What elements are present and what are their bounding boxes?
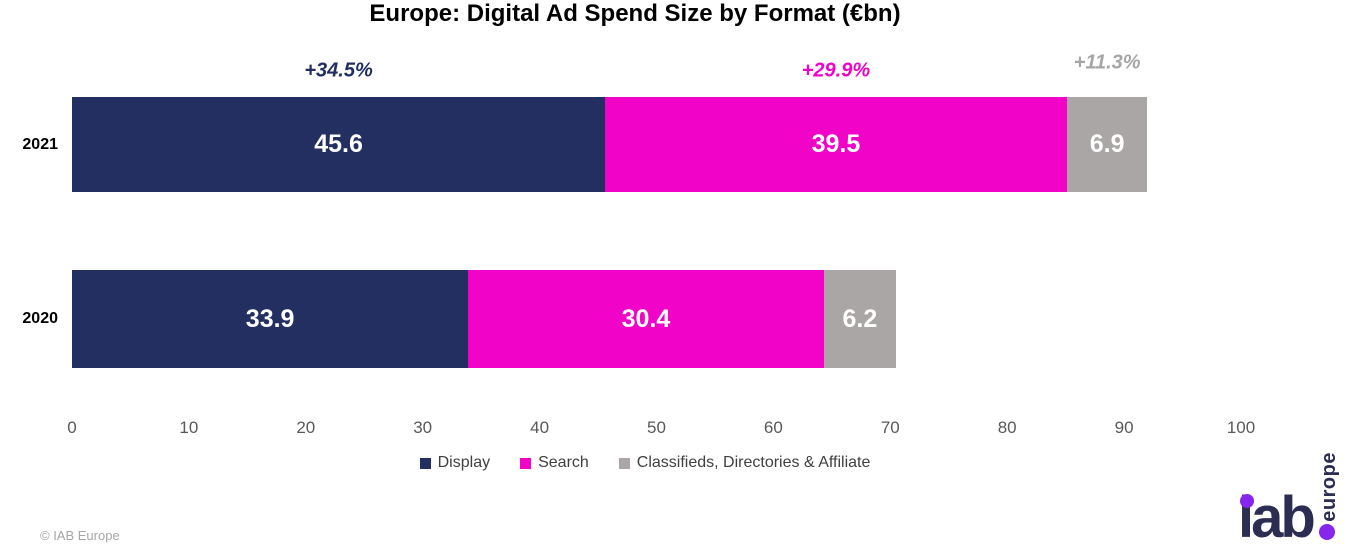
category-label: 2020 (22, 310, 58, 327)
copyright-text: © IAB Europe (40, 528, 120, 543)
legend-label: Search (538, 454, 589, 471)
legend-label: Classifieds, Directories & Affiliate (636, 454, 871, 471)
chart-title: Europe: Digital Ad Spend Size by Format … (369, 0, 901, 27)
axis-tick-label: 100 (1226, 418, 1256, 437)
bar-segment: 30.4 (468, 270, 824, 368)
bar-row: 45.6 39.5 6.9 (72, 97, 1148, 192)
legend-item: Search (520, 454, 589, 472)
legend: Display Search Classifieds, Directories & … (0, 452, 1290, 474)
legend-swatch (419, 457, 431, 469)
legend-item: Display (419, 454, 491, 472)
bar-segment: 6.2 (823, 270, 897, 368)
bar-segment: 45.6 (72, 97, 606, 192)
logo-i-dot-icon (1240, 494, 1254, 508)
growth-label: +11.3% (1073, 51, 1141, 74)
iab-europe-logo: iab europe (1238, 452, 1348, 550)
bar-value-label: 33.9 (245, 304, 295, 333)
axis-tick-label: 40 (530, 418, 550, 437)
growth-label: +34.5% (304, 59, 373, 82)
axis-tick-label: 30 (413, 418, 433, 437)
bar-segment: 33.9 (72, 270, 469, 368)
bar-segment: 6.9 (1066, 97, 1148, 192)
axis-tick-label: 90 (1114, 418, 1134, 437)
axis-tick-label: 60 (763, 418, 783, 437)
logo-region-text: europe (1318, 452, 1340, 522)
growth-label: +29.9% (801, 59, 871, 82)
bar-value-label: 39.5 (811, 130, 861, 158)
bar-segment: 39.5 (605, 97, 1067, 192)
bar-value-label: 6.2 (842, 304, 878, 333)
axis-tick-label: 10 (179, 418, 199, 437)
legend-item: Classifieds, Directories & Affiliate (618, 454, 871, 472)
axis-tick-label: 0 (67, 418, 77, 437)
bar-row: 33.9 30.4 6.2 (72, 270, 897, 368)
axis-tick-label: 20 (296, 418, 316, 437)
bar-value-label: 30.4 (621, 304, 671, 333)
category-label: 2021 (22, 135, 58, 153)
logo-period-dot-icon (1319, 524, 1335, 540)
legend-swatch (618, 457, 630, 469)
axis-tick-label: 70 (880, 418, 900, 437)
bar-value-label: 45.6 (314, 130, 363, 158)
axis-tick-label: 80 (997, 418, 1017, 437)
legend-label: Display (437, 454, 491, 471)
bar-value-label: 6.9 (1089, 130, 1125, 158)
axis-tick-label: 50 (647, 418, 666, 437)
legend-swatch (520, 457, 532, 469)
